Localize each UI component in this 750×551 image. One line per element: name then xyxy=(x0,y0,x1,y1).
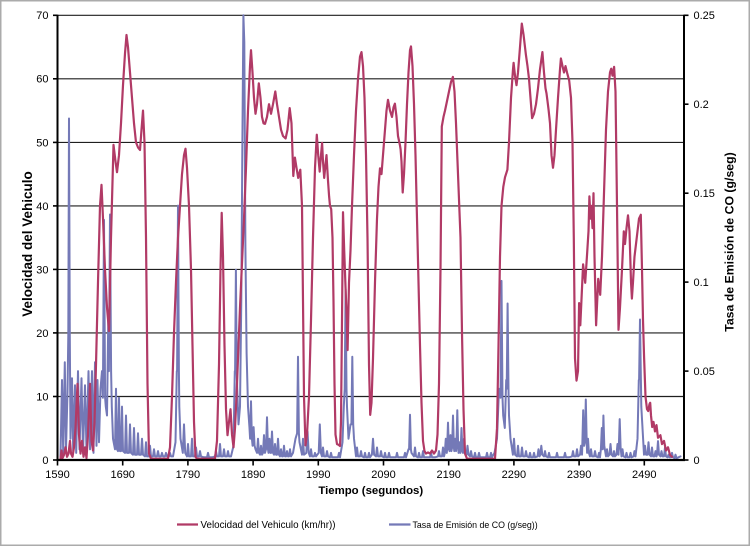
svg-text:Tiempo (segundos): Tiempo (segundos) xyxy=(318,485,423,497)
svg-text:1790: 1790 xyxy=(176,469,200,481)
svg-text:20: 20 xyxy=(36,328,48,340)
svg-text:Velocidad del Vehiculo (km/hr): Velocidad del Vehiculo (km/hr)) xyxy=(201,520,336,531)
svg-text:30: 30 xyxy=(36,264,48,276)
svg-text:50: 50 xyxy=(36,137,48,149)
svg-text:70: 70 xyxy=(36,10,48,22)
svg-text:2090: 2090 xyxy=(371,469,395,481)
svg-text:Tasa de Emisión de CO (g/seg): Tasa de Emisión de CO (g/seg) xyxy=(723,152,737,331)
svg-text:0.05: 0.05 xyxy=(694,366,715,378)
svg-text:0.25: 0.25 xyxy=(694,10,715,22)
svg-text:1990: 1990 xyxy=(306,469,330,481)
svg-text:2190: 2190 xyxy=(436,469,460,481)
svg-text:60: 60 xyxy=(36,74,48,86)
svg-text:2490: 2490 xyxy=(632,469,656,481)
svg-text:2390: 2390 xyxy=(567,469,591,481)
svg-text:1690: 1690 xyxy=(110,469,134,481)
svg-text:Tasa de Emisión de CO (g/seg)): Tasa de Emisión de CO (g/seg)) xyxy=(413,520,538,530)
svg-text:1890: 1890 xyxy=(241,469,265,481)
svg-text:0: 0 xyxy=(694,455,700,467)
svg-text:0: 0 xyxy=(42,455,48,467)
svg-text:2290: 2290 xyxy=(502,469,526,481)
svg-text:10: 10 xyxy=(36,391,48,403)
svg-text:Velocidad del Vehiculo: Velocidad del Vehiculo xyxy=(20,171,35,317)
svg-text:0.2: 0.2 xyxy=(694,99,709,111)
svg-text:0.1: 0.1 xyxy=(694,277,709,289)
svg-text:1590: 1590 xyxy=(45,469,69,481)
svg-text:40: 40 xyxy=(36,201,48,213)
svg-text:0.15: 0.15 xyxy=(694,188,715,200)
